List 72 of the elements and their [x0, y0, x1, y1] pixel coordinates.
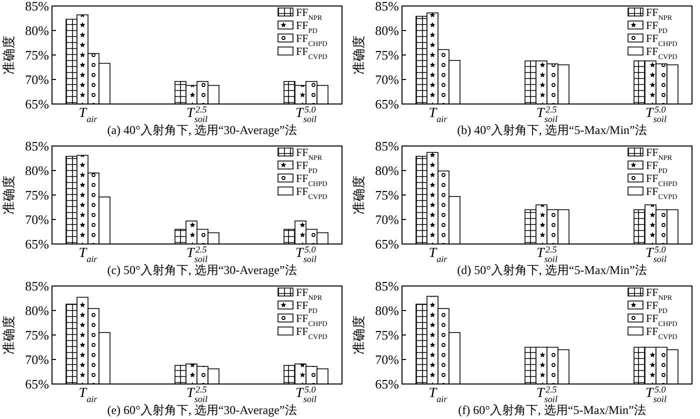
legend-label: FF$_{PD}$ — [646, 20, 668, 35]
legend-label: FF$_{PD}$ — [296, 300, 318, 315]
y-tick-label: 65% — [25, 236, 50, 252]
text: (e) 60°入射角下, 选用“30-Average”法 — [107, 403, 297, 417]
legend-label: FF$_{CHPD}$ — [296, 312, 328, 328]
y-tick-label: 85% — [375, 0, 400, 14]
y-tick-label: 65% — [25, 376, 50, 392]
legend-label: FF$_{CHPD}$ — [296, 172, 328, 188]
y-axis-title: 准确度 — [351, 316, 366, 354]
y-tick-label: 75% — [25, 188, 50, 203]
legend-label: FF$_{CVPD}$ — [646, 186, 678, 201]
x-tick-label: T$_{air}$ — [78, 106, 98, 124]
y-tick-label: 80% — [25, 303, 50, 318]
y-tick-label: 80% — [25, 23, 50, 38]
y-axis-title: 准确度 — [351, 176, 366, 214]
y-tick-label: 65% — [375, 96, 400, 112]
y-tick-label: 65% — [375, 376, 400, 392]
x-tick-label: T$_{air}$ — [428, 386, 448, 404]
x-tick-label: T$_{air}$ — [428, 246, 448, 264]
legend-label: FF$_{PD}$ — [646, 300, 668, 315]
legend-label: FF$_{NPR}$ — [296, 6, 322, 22]
text: (f) 60°入射角下, 选用“5-Max/Min”法 — [458, 403, 646, 417]
y-tick-label: 85% — [375, 278, 400, 294]
y-axis-title: 准确度 — [351, 36, 366, 74]
text: (c) 50°入射角下, 选用“30-Average”法 — [107, 263, 297, 277]
legend-label: FF$_{PD}$ — [646, 160, 668, 175]
legend-label: FF$_{CHPD}$ — [646, 32, 678, 48]
y-tick-label: 75% — [375, 48, 400, 63]
legend-label: FF$_{NPR}$ — [296, 286, 322, 302]
legend-label: FF$_{CVPD}$ — [296, 186, 328, 201]
y-tick-label: 85% — [25, 0, 50, 14]
y-tick-label: 75% — [375, 328, 400, 343]
legend-label: FF$_{CVPD}$ — [296, 46, 328, 61]
legend-label: FF$_{NPR}$ — [296, 146, 322, 162]
legend-label: FF$_{PD}$ — [296, 160, 318, 175]
y-tick-label: 80% — [375, 23, 400, 38]
legend-label: FF$_{CHPD}$ — [646, 312, 678, 328]
y-tick-label: 70% — [375, 72, 400, 88]
y-tick-label: 85% — [375, 138, 400, 154]
legend-label: FF$_{CVPD}$ — [646, 326, 678, 341]
y-tick-label: 70% — [25, 352, 50, 368]
legend-label: FF$_{PD}$ — [296, 20, 318, 35]
y-axis-title: 准确度 — [1, 316, 16, 354]
y-axis-title: 准确度 — [1, 176, 16, 214]
text: (a) 40°入射角下, 选用“30-Average”法 — [107, 123, 297, 137]
y-tick-label: 70% — [25, 72, 50, 88]
legend-label: FF$_{CVPD}$ — [296, 326, 328, 341]
y-tick-label: 85% — [25, 138, 50, 154]
legend-label: FF$_{CHPD}$ — [646, 172, 678, 188]
y-tick-label: 65% — [375, 236, 400, 252]
text: (b) 40°入射角下, 选用“5-Max/Min”法 — [457, 123, 647, 137]
x-tick-label: T$_{air}$ — [428, 106, 448, 124]
y-tick-label: 70% — [375, 212, 400, 228]
y-tick-label: 85% — [25, 278, 50, 294]
legend-label: FF$_{CVPD}$ — [646, 46, 678, 61]
y-tick-label: 75% — [25, 328, 50, 343]
y-tick-label: 70% — [25, 212, 50, 228]
y-tick-label: 75% — [25, 48, 50, 63]
legend-label: FF$_{NPR}$ — [646, 286, 672, 302]
legend-label: FF$_{CHPD}$ — [296, 32, 328, 48]
legend-label: FF$_{NPR}$ — [646, 146, 672, 162]
y-tick-label: 80% — [25, 163, 50, 178]
y-tick-label: 80% — [375, 303, 400, 318]
x-tick-label: T$_{air}$ — [78, 386, 98, 404]
y-tick-label: 75% — [375, 188, 400, 203]
x-tick-label: T$_{air}$ — [78, 246, 98, 264]
y-tick-label: 80% — [375, 163, 400, 178]
text: (d) 50°入射角下, 选用“5-Max/Min”法 — [457, 263, 647, 277]
y-tick-label: 70% — [375, 352, 400, 368]
y-axis-title: 准确度 — [1, 36, 16, 74]
y-tick-label: 65% — [25, 96, 50, 112]
legend-label: FF$_{NPR}$ — [646, 6, 672, 22]
